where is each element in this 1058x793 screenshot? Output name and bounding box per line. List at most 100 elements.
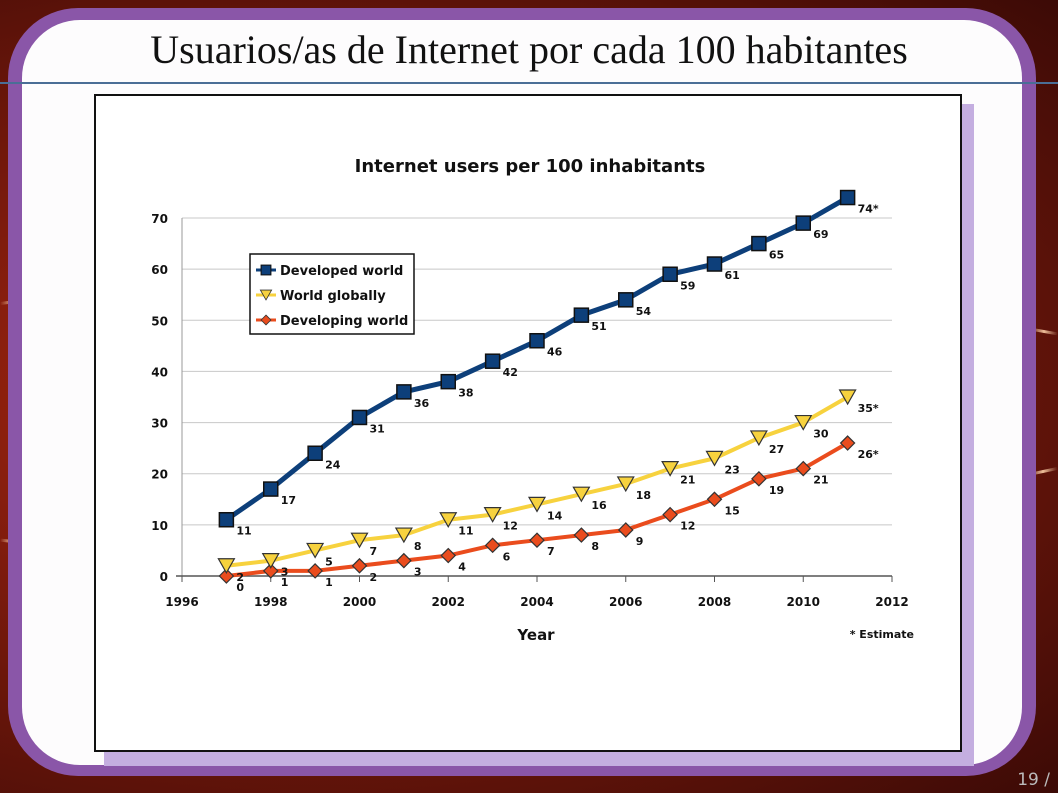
data-label: 12 bbox=[503, 520, 518, 533]
data-label: 4 bbox=[458, 561, 466, 574]
data-point bbox=[396, 384, 412, 400]
data-point bbox=[440, 547, 457, 564]
data-point bbox=[483, 507, 502, 523]
chart-title: Internet users per 100 inhabitants bbox=[355, 156, 706, 177]
y-tick-label: 50 bbox=[151, 314, 168, 328]
x-tick-label: 2004 bbox=[520, 595, 553, 609]
x-axis-label: Year bbox=[516, 626, 555, 644]
data-label: 2 bbox=[236, 571, 244, 584]
data-point bbox=[795, 460, 812, 477]
y-tick-label: 10 bbox=[151, 519, 168, 533]
data-point bbox=[484, 537, 501, 554]
x-tick-label: 1998 bbox=[254, 595, 287, 609]
data-label: 46 bbox=[547, 346, 563, 359]
data-point bbox=[618, 292, 634, 308]
x-tick-label: 2000 bbox=[343, 595, 376, 609]
data-label: 1 bbox=[281, 576, 289, 589]
data-label: 42 bbox=[503, 366, 518, 379]
data-point bbox=[527, 496, 547, 513]
y-tick-label: 60 bbox=[151, 263, 168, 277]
data-label: 69 bbox=[813, 228, 828, 241]
data-label: 51 bbox=[591, 320, 606, 333]
data-point bbox=[839, 435, 856, 451]
data-label: 27 bbox=[769, 443, 784, 456]
data-label: 54 bbox=[636, 305, 652, 318]
data-point bbox=[573, 307, 590, 323]
data-point bbox=[617, 522, 634, 538]
data-point bbox=[751, 470, 767, 487]
x-tick-label: 2012 bbox=[875, 595, 908, 609]
data-label: 3 bbox=[281, 566, 289, 579]
data-label: 0 bbox=[236, 581, 244, 594]
data-point bbox=[307, 563, 323, 579]
legend-marker bbox=[259, 289, 273, 301]
data-point bbox=[218, 568, 235, 584]
data-point bbox=[794, 414, 813, 431]
data-point bbox=[218, 511, 235, 528]
data-point bbox=[706, 256, 723, 272]
y-tick-label: 0 bbox=[160, 570, 168, 584]
data-label: 5 bbox=[325, 555, 333, 568]
y-tick-label: 70 bbox=[151, 212, 168, 226]
data-point bbox=[662, 506, 678, 523]
data-point bbox=[751, 235, 767, 252]
data-label: 11 bbox=[236, 525, 251, 538]
data-label: 36 bbox=[414, 397, 430, 410]
data-label: 38 bbox=[458, 387, 473, 400]
x-tick-label: 2002 bbox=[432, 595, 465, 609]
data-point bbox=[706, 491, 723, 508]
data-point bbox=[394, 527, 413, 544]
data-label: 2 bbox=[370, 571, 378, 584]
data-label: 24 bbox=[325, 458, 341, 471]
data-point bbox=[439, 512, 458, 528]
data-label: 11 bbox=[458, 525, 473, 538]
data-label: 12 bbox=[680, 520, 695, 533]
title-divider bbox=[0, 82, 1058, 84]
data-point bbox=[838, 389, 857, 406]
data-point bbox=[616, 476, 635, 493]
data-label: 7 bbox=[547, 545, 555, 558]
data-point bbox=[217, 558, 236, 574]
data-label: 26* bbox=[858, 448, 879, 461]
y-tick-label: 30 bbox=[151, 417, 168, 431]
data-point bbox=[440, 373, 456, 390]
legend-label: Developing world bbox=[280, 314, 408, 329]
y-tick-label: 20 bbox=[151, 468, 168, 482]
slide-title: Usuarios/as de Internet por cada 100 hab… bbox=[150, 27, 908, 72]
data-label: 35* bbox=[858, 402, 879, 415]
data-label: 9 bbox=[636, 535, 644, 548]
data-point bbox=[749, 430, 768, 447]
data-label: 8 bbox=[414, 540, 422, 553]
data-label: 8 bbox=[591, 540, 599, 553]
legend: Developed world World globally Developing … bbox=[249, 253, 415, 335]
data-label: 17 bbox=[281, 494, 296, 507]
data-point bbox=[572, 486, 591, 503]
data-point bbox=[573, 527, 590, 543]
x-tick-label: 2006 bbox=[609, 595, 642, 609]
data-point bbox=[662, 266, 678, 283]
data-label: 3 bbox=[414, 566, 422, 579]
data-point bbox=[705, 450, 724, 467]
data-point bbox=[262, 563, 279, 579]
data-point bbox=[396, 552, 412, 569]
data-label: 16 bbox=[591, 499, 607, 512]
data-label: 21 bbox=[813, 474, 828, 487]
data-point bbox=[307, 445, 323, 462]
data-point bbox=[529, 532, 545, 549]
data-point bbox=[795, 215, 811, 231]
data-point bbox=[484, 353, 501, 369]
footnote: * Estimate bbox=[850, 628, 914, 641]
data-label: 23 bbox=[725, 463, 740, 476]
data-point bbox=[350, 532, 369, 549]
data-point bbox=[261, 553, 280, 569]
data-label: 31 bbox=[370, 422, 385, 435]
data-point bbox=[661, 461, 680, 477]
data-label: 21 bbox=[680, 474, 695, 487]
data-point bbox=[306, 542, 325, 559]
legend-marker bbox=[260, 264, 272, 276]
data-label: 61 bbox=[725, 269, 740, 282]
